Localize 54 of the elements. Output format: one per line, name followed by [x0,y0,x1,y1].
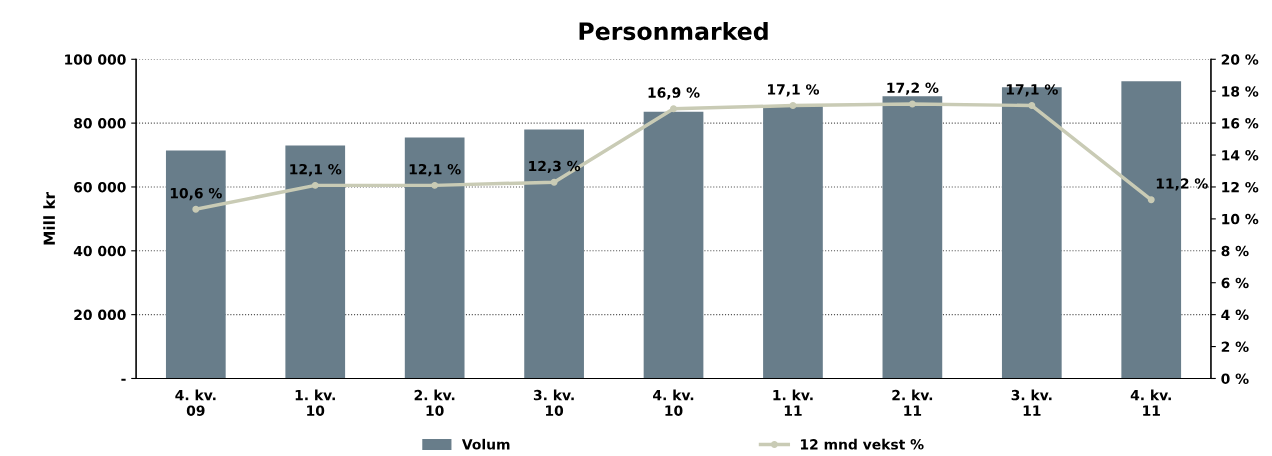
x-tick-label: 2. kv. 10 [414,389,455,416]
bar [882,96,943,379]
data-label: 17,1 % [1006,84,1058,97]
y-axis-title: Mill kr [43,191,55,245]
bar [285,145,346,379]
bar [404,137,465,379]
y-tick-label: 60 000 [74,181,126,193]
point [311,181,319,189]
y2-tick-label: 12 % [1222,181,1259,193]
y2-tick-label: 16 % [1222,118,1259,129]
data-label: 12,1 % [290,163,342,177]
y2-tick-label: 18 % [1222,86,1259,97]
x-tick-label: 4. kv. 11 [1130,389,1171,416]
y2-tick-label: 20 % [1221,54,1259,65]
y2-tick-label: 2 % [1221,341,1249,353]
data-label: 17,1 % [768,84,820,97]
x-tick-label: 4. kv. 09 [175,389,216,416]
y-tick-label: 80 000 [74,118,126,129]
x-tick-label: 3. kv. 11 [1011,389,1052,416]
chart-title: Personmarked [579,21,768,41]
data-label: 16,9 % [648,87,700,100]
y-tick-label: 20 000 [74,309,126,321]
bar [524,129,584,379]
y2-tick-label: 10 % [1222,213,1259,225]
x-tick-label: 1. kv. 10 [295,389,335,416]
data-label: 10,6 % [170,187,222,201]
x-tick-label: 1. kv. 11 [773,389,813,416]
y-tick-label: 40 000 [73,245,126,257]
y2-tick-label: 8 % [1221,245,1249,257]
data-label: 12,1 % [409,163,461,177]
x-tick-label: 2. kv. 11 [892,389,933,416]
y-tick-label: 100 000 [65,54,126,65]
point [192,205,200,213]
legend-label: Volum [461,438,510,450]
y2-tick-label: 6 % [1221,277,1249,289]
point [908,100,916,108]
data-label: 17,2 % [887,82,939,95]
point [550,178,558,186]
point [431,181,439,189]
point [670,105,677,113]
y2-tick-label: 14 % [1222,150,1259,161]
x-tick-label: 3. kv. 10 [533,389,574,416]
y-tick-label: - [121,378,126,381]
point [789,102,797,110]
point [1028,102,1036,110]
y2-tick-label: 4 % [1221,309,1249,321]
x-tick-label: 4. kv. 10 [653,389,694,416]
bar [643,111,704,379]
bar [165,150,226,379]
bar [763,105,823,379]
legend-label: 12 mnd vekst % [800,438,924,450]
data-label: 12,3 % [529,160,581,174]
y2-tick-label: 0 % [1221,373,1249,384]
point [1147,196,1155,204]
